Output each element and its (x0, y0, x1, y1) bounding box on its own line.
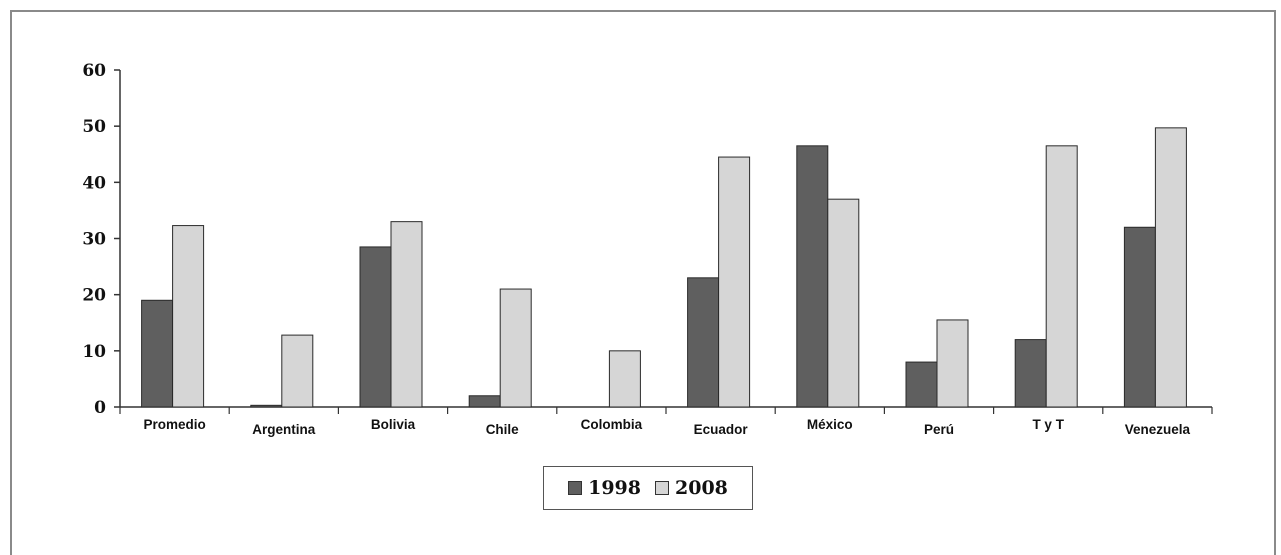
y-tick-label: 0 (94, 398, 106, 418)
bar-1998-chile (468, 395, 501, 408)
legend-label-2008: 2008 (675, 477, 728, 499)
chart-frame (10, 10, 1276, 555)
y-tick-label: 40 (82, 173, 106, 193)
bar-2008-chile (499, 288, 532, 408)
chart-legend: 1998 2008 (543, 466, 753, 510)
bar-2008-colombia (608, 350, 641, 408)
legend-label-1998: 1998 (588, 477, 641, 499)
x-tick-label: Bolivia (371, 417, 416, 432)
bar-2008-méxico (827, 198, 860, 408)
x-tick-label: México (807, 417, 853, 432)
bar-2008-ecuador (718, 156, 751, 408)
bar-1998-t-y-t (1014, 339, 1047, 408)
x-tick-label: Venezuela (1125, 422, 1191, 437)
x-tick-label: T y T (1032, 417, 1064, 432)
legend-swatch-2008 (655, 481, 669, 495)
legend-item-2008: 2008 (655, 477, 728, 499)
bar-2008-bolivia (390, 221, 423, 408)
bar-1998-argentina (250, 404, 283, 408)
y-tick-label: 50 (82, 117, 106, 137)
bar-1998-promedio (141, 299, 174, 408)
bar-1998-méxico (796, 145, 829, 408)
x-tick-label: Perú (924, 422, 954, 437)
bar-2008-perú (936, 319, 969, 408)
bar-1998-perú (905, 361, 938, 408)
legend-item-1998: 1998 (568, 477, 641, 499)
y-tick-label: 10 (82, 342, 106, 362)
y-tick-label: 60 (82, 61, 106, 81)
x-tick-label: Promedio (143, 417, 205, 432)
bar-2008-promedio (172, 225, 205, 408)
y-tick-label: 20 (82, 286, 106, 306)
bar-1998-ecuador (687, 277, 720, 408)
bar-2008-venezuela (1154, 127, 1187, 408)
x-tick-label: Argentina (252, 422, 315, 437)
x-tick-label: Ecuador (694, 422, 749, 437)
y-tick-label: 30 (82, 230, 106, 250)
bar-2008-argentina (281, 334, 314, 408)
x-tick-label: Chile (486, 422, 519, 437)
bar-1998-bolivia (359, 246, 392, 408)
bar-1998-venezuela (1123, 226, 1156, 408)
x-tick-label: Colombia (581, 417, 643, 432)
bar-2008-t-y-t (1045, 145, 1078, 408)
legend-swatch-1998 (568, 481, 583, 495)
